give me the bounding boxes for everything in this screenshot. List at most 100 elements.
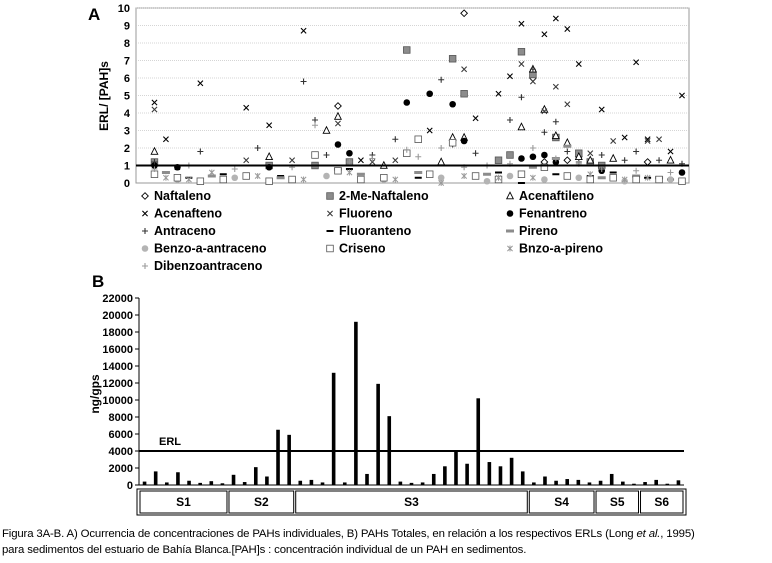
panel-a-y-tick-label: 6 — [124, 73, 130, 85]
point-criseno — [426, 170, 434, 178]
point-fenantreno — [403, 99, 411, 106]
panel-a-y-tick-label: 1 — [124, 161, 130, 173]
point-naftaleno — [643, 158, 652, 166]
sector-label-s5: S5 — [610, 495, 625, 509]
point-fluoreno — [587, 150, 594, 157]
panel-b-bar — [265, 476, 269, 485]
panel-b-bar — [587, 482, 592, 485]
panel-b-bar — [153, 471, 158, 485]
legend-marker-acenafteno — [142, 210, 148, 217]
point-fenantreno — [552, 158, 560, 166]
point-fluoreno — [369, 159, 376, 165]
series-fluoreno — [151, 61, 663, 165]
point-acenafteno — [266, 122, 273, 129]
caption-line-1: Figura 3A-B. A) Ocurrencia de concentrac… — [2, 528, 695, 540]
point-fluoreno — [518, 61, 525, 67]
point-acenaftileno — [150, 146, 159, 155]
point-dibenzoantraceno — [403, 146, 410, 153]
panel-b-bar — [320, 482, 325, 485]
point-dibenzoantraceno — [231, 166, 238, 172]
point-bnzo-a-pireno — [162, 174, 169, 181]
panel-b-bar — [354, 321, 358, 485]
legend-item-antraceno: Antraceno — [142, 224, 216, 238]
sector-s3: S3 — [295, 490, 528, 514]
legend-item-dibenzoantraceno: Dibenzoantraceno — [142, 259, 263, 273]
legend-marker-fluoreno — [327, 210, 333, 217]
panel-b-chart: B 0 2000 4000 6000 8000 10000 12000 14000 16000 1… — [88, 272, 687, 516]
panel-b-y-tick-label: 20000 — [102, 310, 133, 322]
point-criseno — [655, 175, 663, 184]
panel-b-bar — [609, 473, 614, 485]
point-criseno — [334, 167, 342, 175]
panel-a-y-tick-label: 5 — [124, 91, 130, 103]
panel-a-y-tick-label: 2 — [124, 143, 130, 155]
panel-a-chart: A 0 1 2 3 4 5 6 7 8 9 10 ERL/ [PAH]s Naftaleno 2-Me… — [88, 3, 690, 273]
point-acenafteno — [197, 80, 204, 87]
series-acenafteno — [151, 15, 685, 171]
point-antraceno — [552, 118, 559, 125]
point-antraceno — [312, 117, 319, 123]
point-acenaftileno — [333, 111, 342, 120]
sector-label-s3: S3 — [404, 495, 419, 509]
panel-b-bar — [532, 482, 536, 485]
legend-item-criseno: Criseno — [326, 242, 386, 256]
panel-b-y-tick-label: 12000 — [102, 378, 133, 390]
point-criseno — [196, 177, 205, 185]
legend-label-2-me-naftaleno: 2-Me-Naftaleno — [339, 189, 429, 203]
panel-b-bar — [554, 480, 558, 485]
panel-a-y-tick-label: 10 — [118, 3, 130, 15]
point-fenantreno — [460, 137, 468, 145]
panel-b-bar — [621, 481, 625, 485]
legend-item-naftaleno: Naftaleno — [141, 189, 211, 203]
point-acenafteno — [575, 61, 582, 67]
panel-b-y-tick-label: 14000 — [102, 361, 133, 373]
panel-a-y-tick-label: 0 — [124, 178, 130, 190]
legend-label-acenafteno: Acenafteno — [154, 207, 222, 221]
point-bnzo-a-pireno — [346, 169, 353, 176]
panel-b-bar — [465, 463, 469, 485]
point-benzo-a-antraceno — [437, 174, 445, 182]
point-acenafteno — [667, 148, 674, 155]
point-acenafteno — [426, 127, 433, 134]
point-naftaleno — [563, 156, 572, 165]
panel-b-bar — [431, 473, 436, 485]
panel-b-bar — [298, 480, 303, 485]
point-bnzo-a-pireno — [185, 176, 192, 183]
legend-item-fluoreno: Fluoreno — [327, 207, 393, 221]
point-2-me-naftaleno — [494, 156, 503, 164]
legend-label-dibenzoantraceno: Dibenzoantraceno — [154, 259, 263, 273]
point-dibenzoantraceno — [529, 145, 536, 151]
panel-b-bar — [643, 482, 647, 485]
panel-b-bar — [176, 472, 180, 485]
point-pireno — [356, 172, 365, 176]
panel-a-y-axis-title: ERL/ [PAH]s — [97, 61, 111, 131]
point-criseno — [517, 170, 526, 178]
point-acenafteno — [564, 26, 571, 32]
legend-marker-2-me-naftaleno — [326, 192, 334, 200]
legend-marker-naftaleno — [141, 192, 149, 200]
point-fluoreno — [656, 136, 663, 143]
legend-marker-benzo-a-antraceno — [141, 245, 149, 252]
panel-b-letter: B — [92, 272, 104, 291]
panel-a-letter: A — [88, 5, 100, 24]
point-acenafteno — [621, 134, 628, 141]
series-fenantreno — [151, 90, 686, 176]
point-antraceno — [323, 152, 330, 158]
point-fenantreno — [529, 153, 537, 161]
point-criseno — [288, 175, 296, 184]
panel-b-y-tick-label: 0 — [127, 480, 133, 492]
point-fenantreno — [334, 141, 342, 148]
caption-line-2: para sedimentos del estuario de Bahía Bl… — [2, 544, 527, 556]
legend-label-pireno: Pireno — [519, 224, 558, 238]
panel-b-bar — [165, 482, 169, 485]
point-antraceno — [197, 148, 204, 155]
panel-a-y-tick-label: 3 — [124, 126, 130, 138]
point-antraceno — [392, 136, 399, 143]
legend-item-fenantreno: Fenantreno — [506, 207, 587, 221]
series-criseno — [150, 135, 686, 185]
point-antraceno — [438, 76, 445, 83]
legend-item-acenaftileno: Acenaftileno — [505, 189, 594, 203]
sector-s4: S4 — [528, 490, 595, 514]
point-acenafteno — [518, 20, 525, 27]
point-fenantreno — [426, 90, 434, 98]
